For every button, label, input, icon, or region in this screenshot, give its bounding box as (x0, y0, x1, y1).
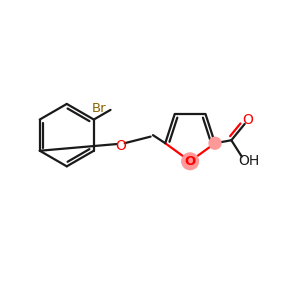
Text: Br: Br (92, 102, 106, 115)
Text: OH: OH (238, 154, 260, 168)
Text: O: O (115, 139, 126, 152)
Circle shape (209, 137, 221, 149)
Text: O: O (184, 155, 196, 168)
Text: O: O (242, 113, 253, 127)
Circle shape (182, 153, 198, 169)
